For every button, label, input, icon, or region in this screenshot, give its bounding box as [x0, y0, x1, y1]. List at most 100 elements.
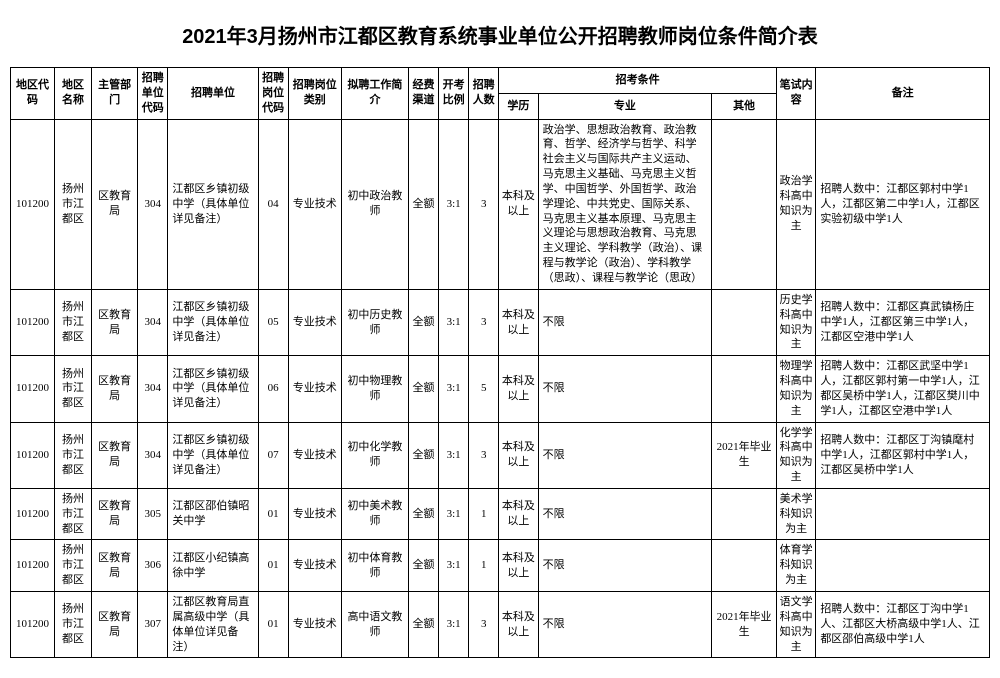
- cell-job_desc: 初中政治教师: [341, 119, 408, 289]
- cell-region_name: 扬州市江都区: [54, 422, 91, 488]
- th-conditions: 招考条件: [499, 68, 777, 94]
- cell-ratio: 3:1: [439, 119, 469, 289]
- cell-pos_code: 07: [258, 422, 288, 488]
- cell-unit_code: 304: [138, 119, 168, 289]
- th-other: 其他: [712, 93, 777, 119]
- cell-unit: 江都区乡镇初级中学（具体单位详见备注）: [168, 422, 258, 488]
- cell-ratio: 3:1: [439, 540, 469, 592]
- cell-unit_code: 304: [138, 422, 168, 488]
- th-pos-type: 招聘岗位类别: [288, 68, 341, 120]
- cell-region_name: 扬州市江都区: [54, 356, 91, 422]
- cell-pos_code: 06: [258, 356, 288, 422]
- cell-dept: 区教育局: [91, 422, 137, 488]
- cell-fund: 全额: [409, 119, 439, 289]
- cell-exam: 政治学科高中知识为主: [776, 119, 815, 289]
- cell-fund: 全额: [409, 488, 439, 540]
- cell-ratio: 3:1: [439, 356, 469, 422]
- cell-dept: 区教育局: [91, 488, 137, 540]
- th-region-code: 地区代码: [11, 68, 55, 120]
- cell-pos_code: 01: [258, 540, 288, 592]
- table-row: 101200扬州市江都区区教育局304江都区乡镇初级中学（具体单位详见备注）07…: [11, 422, 990, 488]
- cell-count: 1: [469, 488, 499, 540]
- table-row: 101200扬州市江都区区教育局304江都区乡镇初级中学（具体单位详见备注）04…: [11, 119, 990, 289]
- th-edu: 学历: [499, 93, 538, 119]
- cell-edu: 本科及以上: [499, 488, 538, 540]
- cell-job_desc: 初中体育教师: [341, 540, 408, 592]
- recruitment-table: 地区代码 地区名称 主管部门 招聘单位代码 招聘单位 招聘岗位代码 招聘岗位类别…: [10, 67, 990, 658]
- cell-remark: 招聘人数中：江都区丁沟镇麾村中学1人，江都区郭村中学1人，江都区吴桥中学1人: [816, 422, 990, 488]
- cell-unit_code: 304: [138, 356, 168, 422]
- cell-dept: 区教育局: [91, 119, 137, 289]
- cell-pos_type: 专业技术: [288, 422, 341, 488]
- cell-fund: 全额: [409, 592, 439, 658]
- table-row: 101200扬州市江都区区教育局304江都区乡镇初级中学（具体单位详见备注）06…: [11, 356, 990, 422]
- cell-major: 不限: [538, 356, 712, 422]
- cell-major: 不限: [538, 289, 712, 355]
- cell-edu: 本科及以上: [499, 119, 538, 289]
- table-row: 101200扬州市江都区区教育局307江都区教育局直属高级中学（具体单位详见备注…: [11, 592, 990, 658]
- cell-unit: 江都区邵伯镇昭关中学: [168, 488, 258, 540]
- table-row: 101200扬州市江都区区教育局304江都区乡镇初级中学（具体单位详见备注）05…: [11, 289, 990, 355]
- cell-region_code: 101200: [11, 289, 55, 355]
- cell-region_name: 扬州市江都区: [54, 289, 91, 355]
- th-ratio: 开考比例: [439, 68, 469, 120]
- th-pos-code: 招聘岗位代码: [258, 68, 288, 120]
- cell-job_desc: 初中美术教师: [341, 488, 408, 540]
- table-header: 地区代码 地区名称 主管部门 招聘单位代码 招聘单位 招聘岗位代码 招聘岗位类别…: [11, 68, 990, 120]
- cell-exam: 语文学科高中知识为主: [776, 592, 815, 658]
- cell-other: [712, 356, 777, 422]
- th-major: 专业: [538, 93, 712, 119]
- cell-ratio: 3:1: [439, 289, 469, 355]
- cell-count: 1: [469, 540, 499, 592]
- cell-ratio: 3:1: [439, 592, 469, 658]
- cell-unit_code: 305: [138, 488, 168, 540]
- cell-region_name: 扬州市江都区: [54, 540, 91, 592]
- cell-unit_code: 304: [138, 289, 168, 355]
- cell-region_name: 扬州市江都区: [54, 119, 91, 289]
- th-region-name: 地区名称: [54, 68, 91, 120]
- cell-exam: 体育学科知识为主: [776, 540, 815, 592]
- cell-fund: 全额: [409, 289, 439, 355]
- cell-remark: [816, 488, 990, 540]
- th-exam: 笔试内容: [776, 68, 815, 120]
- cell-pos_type: 专业技术: [288, 592, 341, 658]
- cell-exam: 物理学科高中知识为主: [776, 356, 815, 422]
- cell-dept: 区教育局: [91, 289, 137, 355]
- cell-ratio: 3:1: [439, 422, 469, 488]
- cell-count: 3: [469, 119, 499, 289]
- cell-region_code: 101200: [11, 540, 55, 592]
- cell-dept: 区教育局: [91, 592, 137, 658]
- cell-major: 不限: [538, 592, 712, 658]
- th-unit-code: 招聘单位代码: [138, 68, 168, 120]
- cell-other: 2021年毕业生: [712, 592, 777, 658]
- cell-dept: 区教育局: [91, 540, 137, 592]
- cell-job_desc: 初中历史教师: [341, 289, 408, 355]
- table-row: 101200扬州市江都区区教育局305江都区邵伯镇昭关中学01专业技术初中美术教…: [11, 488, 990, 540]
- cell-pos_code: 01: [258, 592, 288, 658]
- th-dept: 主管部门: [91, 68, 137, 120]
- cell-job_desc: 初中化学教师: [341, 422, 408, 488]
- cell-job_desc: 初中物理教师: [341, 356, 408, 422]
- cell-fund: 全额: [409, 540, 439, 592]
- cell-remark: 招聘人数中：江都区真武镇杨庄中学1人，江都区第三中学1人，江都区空港中学1人: [816, 289, 990, 355]
- cell-region_code: 101200: [11, 356, 55, 422]
- cell-job_desc: 高中语文教师: [341, 592, 408, 658]
- page-title: 2021年3月扬州市江都区教育系统事业单位公开招聘教师岗位条件简介表: [10, 20, 990, 49]
- cell-unit: 江都区乡镇初级中学（具体单位详见备注）: [168, 356, 258, 422]
- cell-exam: 美术学科知识为主: [776, 488, 815, 540]
- cell-fund: 全额: [409, 356, 439, 422]
- cell-remark: 招聘人数中：江都区丁沟中学1人、江都区大桥高级中学1人、江都区邵伯高级中学1人: [816, 592, 990, 658]
- cell-pos_type: 专业技术: [288, 289, 341, 355]
- cell-major: 政治学、思想政治教育、政治教育、哲学、经济学与哲学、科学社会主义与国际共产主义运…: [538, 119, 712, 289]
- cell-region_code: 101200: [11, 488, 55, 540]
- cell-region_name: 扬州市江都区: [54, 592, 91, 658]
- cell-pos_code: 01: [258, 488, 288, 540]
- cell-edu: 本科及以上: [499, 289, 538, 355]
- table-row: 101200扬州市江都区区教育局306江都区小纪镇高徐中学01专业技术初中体育教…: [11, 540, 990, 592]
- cell-edu: 本科及以上: [499, 540, 538, 592]
- th-count: 招聘人数: [469, 68, 499, 120]
- cell-pos_code: 04: [258, 119, 288, 289]
- cell-other: [712, 289, 777, 355]
- cell-pos_code: 05: [258, 289, 288, 355]
- cell-pos_type: 专业技术: [288, 356, 341, 422]
